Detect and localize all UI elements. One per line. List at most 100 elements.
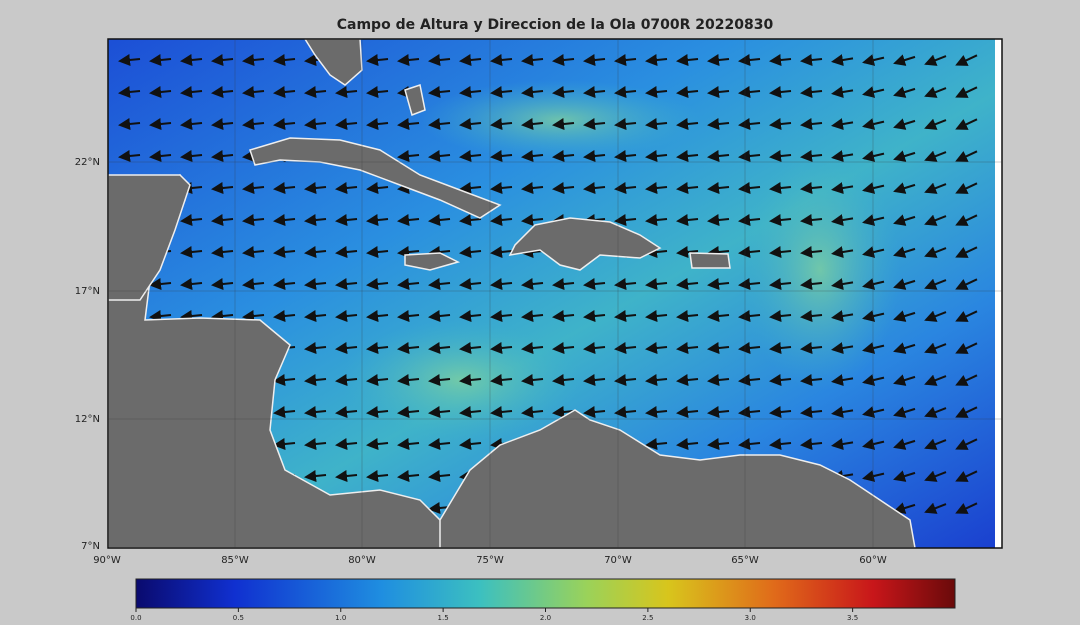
wave-arrow xyxy=(831,278,854,290)
wave-arrow xyxy=(366,470,389,482)
wave-arrow xyxy=(459,214,482,226)
lon-label: 65°W xyxy=(731,555,759,566)
wave-arrow xyxy=(583,150,606,162)
wave-arrow xyxy=(428,374,451,386)
wave-arrow xyxy=(676,214,699,226)
wave-arrow xyxy=(552,54,575,66)
wave-arrow xyxy=(924,54,947,66)
wave-arrow xyxy=(366,406,389,418)
bahamas xyxy=(404,84,426,116)
wave-arrow xyxy=(614,118,637,130)
wave-arrow xyxy=(273,374,296,386)
wave-arrow xyxy=(335,438,358,450)
wave-arrow xyxy=(862,342,885,354)
wave-arrow xyxy=(769,406,792,418)
wave-arrow xyxy=(304,246,327,258)
wave-arrow xyxy=(273,118,296,130)
wave-arrow xyxy=(180,310,203,322)
wave-arrow xyxy=(304,278,327,290)
wave-arrow xyxy=(614,342,637,354)
wave-arrow xyxy=(800,438,823,450)
wave-arrow xyxy=(397,246,420,258)
wave-arrow xyxy=(707,86,730,98)
wave-arrow xyxy=(366,246,389,258)
wave-arrow xyxy=(397,470,420,482)
sea-highlight xyxy=(740,150,900,390)
wave-arrow xyxy=(242,182,265,194)
south-america xyxy=(439,409,916,548)
wave-arrow xyxy=(924,438,947,450)
wave-arrow xyxy=(428,86,451,98)
wave-arrow xyxy=(459,278,482,290)
wave-arrow xyxy=(924,374,947,386)
wave-arrow xyxy=(552,406,575,418)
wave-arrow xyxy=(552,182,575,194)
wave-arrow xyxy=(366,182,389,194)
wave-arrow xyxy=(800,342,823,354)
wave-arrow xyxy=(397,54,420,66)
wave-arrow xyxy=(366,374,389,386)
wave-arrow xyxy=(428,406,451,418)
wave-arrow xyxy=(552,374,575,386)
yucatan xyxy=(108,174,191,301)
wave-arrow xyxy=(180,118,203,130)
wave-arrow xyxy=(893,406,916,418)
wave-arrow xyxy=(428,150,451,162)
wave-arrow xyxy=(924,502,947,514)
wave-arrow xyxy=(800,214,823,226)
colorbar-tick-label: 3.0 xyxy=(745,614,756,622)
wave-arrow xyxy=(831,342,854,354)
wave-arrow xyxy=(955,86,978,98)
wave-arrow xyxy=(490,182,513,194)
wave-arrow xyxy=(769,86,792,98)
wave-arrow xyxy=(645,150,668,162)
wave-arrow xyxy=(490,150,513,162)
wave-arrow xyxy=(335,374,358,386)
wave-arrow xyxy=(583,182,606,194)
wave-arrow xyxy=(335,214,358,226)
wave-arrow xyxy=(924,278,947,290)
wave-arrow xyxy=(893,310,916,322)
wave-arrow xyxy=(521,182,544,194)
wave-arrow xyxy=(893,118,916,130)
wave-arrow xyxy=(955,374,978,386)
wave-arrow xyxy=(428,278,451,290)
lon-label: 75°W xyxy=(476,555,504,566)
wave-arrow xyxy=(614,214,637,226)
wave-arrow xyxy=(149,310,172,322)
colorbar-tick-label: 1.5 xyxy=(438,614,449,622)
wave-arrow xyxy=(583,406,606,418)
wave-arrow xyxy=(583,278,606,290)
wave-arrow xyxy=(862,86,885,98)
wave-arrow xyxy=(552,278,575,290)
wave-arrow xyxy=(831,54,854,66)
wave-arrow xyxy=(676,406,699,418)
wave-arrow xyxy=(645,214,668,226)
wave-arrow xyxy=(521,54,544,66)
wave-arrow xyxy=(800,406,823,418)
wave-arrow xyxy=(738,342,761,354)
wave-arrow xyxy=(335,182,358,194)
wave-arrow xyxy=(645,182,668,194)
wave-arrow xyxy=(366,342,389,354)
wave-arrow xyxy=(366,278,389,290)
wave-arrow xyxy=(242,278,265,290)
wave-arrow xyxy=(800,86,823,98)
wave-arrow xyxy=(211,150,234,162)
map-title: Campo de Altura y Direccion de la Ola 07… xyxy=(337,17,774,33)
wave-arrow xyxy=(118,54,141,66)
wave-arrow xyxy=(459,310,482,322)
wave-arrow xyxy=(893,214,916,226)
lon-label: 85°W xyxy=(221,555,249,566)
wave-arrow xyxy=(273,438,296,450)
wave-arrow xyxy=(831,150,854,162)
wave-arrow xyxy=(428,214,451,226)
wave-arrow xyxy=(304,310,327,322)
wave-arrow xyxy=(738,86,761,98)
wave-arrow xyxy=(707,54,730,66)
wave-arrow xyxy=(366,54,389,66)
wave-arrow xyxy=(955,118,978,130)
wave-arrow xyxy=(862,406,885,418)
wave-arrow xyxy=(862,182,885,194)
wave-arrow xyxy=(149,278,172,290)
